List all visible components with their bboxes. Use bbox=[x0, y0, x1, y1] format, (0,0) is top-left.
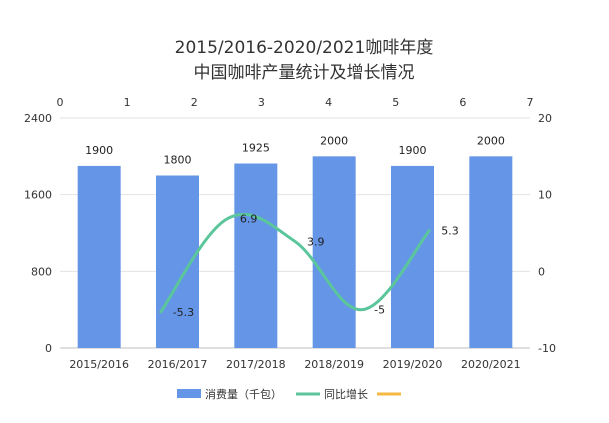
right-y-tick-label: 10 bbox=[538, 189, 552, 202]
top-x-tick-label: 1 bbox=[124, 96, 131, 109]
line-data-label: -5 bbox=[374, 304, 385, 317]
bar-data-labels: 1900 1800 1925 2000 1900 2000 bbox=[85, 134, 505, 166]
gridlines bbox=[60, 117, 530, 349]
growth-line bbox=[159, 212, 431, 314]
top-x-tick-label: 6 bbox=[459, 96, 466, 109]
top-x-tick-label: 4 bbox=[325, 96, 332, 109]
line-series bbox=[159, 212, 431, 314]
right-y-axis: -10 0 10 20 bbox=[538, 112, 556, 355]
line-data-label: 6.9 bbox=[240, 212, 258, 225]
chart-title: 2015/2016-2020/2021咖啡年度 中国咖啡产量统计及增长情况 bbox=[175, 38, 434, 83]
line-data-label: 5.3 bbox=[441, 225, 459, 238]
line-data-label: -5.3 bbox=[173, 306, 194, 319]
line-data-label: 3.9 bbox=[307, 235, 325, 248]
left-y-tick-label: 800 bbox=[31, 265, 52, 278]
left-y-axis: 0 800 1600 2400 bbox=[24, 112, 52, 355]
bar-data-label: 2000 bbox=[320, 134, 348, 147]
chart-title-line-1: 2015/2016-2020/2021咖啡年度 bbox=[175, 38, 434, 58]
legend: 消费量（千包） 同比增长 bbox=[177, 387, 401, 401]
category-axis: 2015/2016 2016/2017 2017/2018 2018/2019 2019… bbox=[69, 358, 520, 371]
line-data-labels: -5.3 6.9 3.9 -5 5.3 bbox=[173, 212, 459, 319]
left-y-tick-label: 0 bbox=[45, 342, 52, 355]
top-x-tick-label: 3 bbox=[258, 96, 265, 109]
category-tick-label: 2020/2021 bbox=[461, 358, 521, 371]
bar bbox=[469, 156, 513, 348]
legend-label-growth: 同比增长 bbox=[324, 387, 368, 401]
left-y-tick-label: 2400 bbox=[24, 112, 52, 125]
legend-swatch-consumption bbox=[177, 389, 201, 398]
bar-data-label: 1925 bbox=[242, 142, 270, 155]
right-y-tick-label: 0 bbox=[538, 265, 545, 278]
chart-title-line-2: 中国咖啡产量统计及增长情况 bbox=[194, 63, 415, 83]
category-tick-label: 2016/2017 bbox=[148, 358, 208, 371]
bar-data-label: 1900 bbox=[85, 144, 113, 157]
top-x-tick-label: 0 bbox=[57, 96, 64, 109]
category-tick-label: 2017/2018 bbox=[226, 358, 286, 371]
category-tick-label: 2019/2020 bbox=[383, 358, 443, 371]
left-y-tick-label: 1600 bbox=[24, 189, 52, 202]
top-x-tick-label: 5 bbox=[392, 96, 399, 109]
top-x-tick-label: 2 bbox=[191, 96, 198, 109]
bar bbox=[312, 156, 356, 348]
bar-data-label: 2000 bbox=[477, 134, 505, 147]
category-tick-label: 2018/2019 bbox=[304, 358, 364, 371]
bar bbox=[234, 163, 278, 348]
bar bbox=[77, 165, 121, 348]
top-x-axis: 0 1 2 3 4 5 6 7 bbox=[57, 96, 534, 109]
bar-series bbox=[77, 156, 513, 348]
category-tick-label: 2015/2016 bbox=[69, 358, 129, 371]
bar-data-label: 1900 bbox=[399, 144, 427, 157]
top-x-tick-label: 7 bbox=[527, 96, 534, 109]
right-y-tick-label: -10 bbox=[538, 342, 556, 355]
legend-label-consumption: 消费量（千包） bbox=[205, 387, 282, 401]
right-y-tick-label: 20 bbox=[538, 112, 552, 125]
bar-data-label: 1800 bbox=[164, 154, 192, 167]
